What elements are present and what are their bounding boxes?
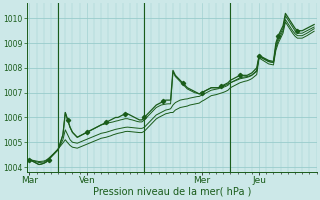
- X-axis label: Pression niveau de la mer( hPa ): Pression niveau de la mer( hPa ): [92, 187, 251, 197]
